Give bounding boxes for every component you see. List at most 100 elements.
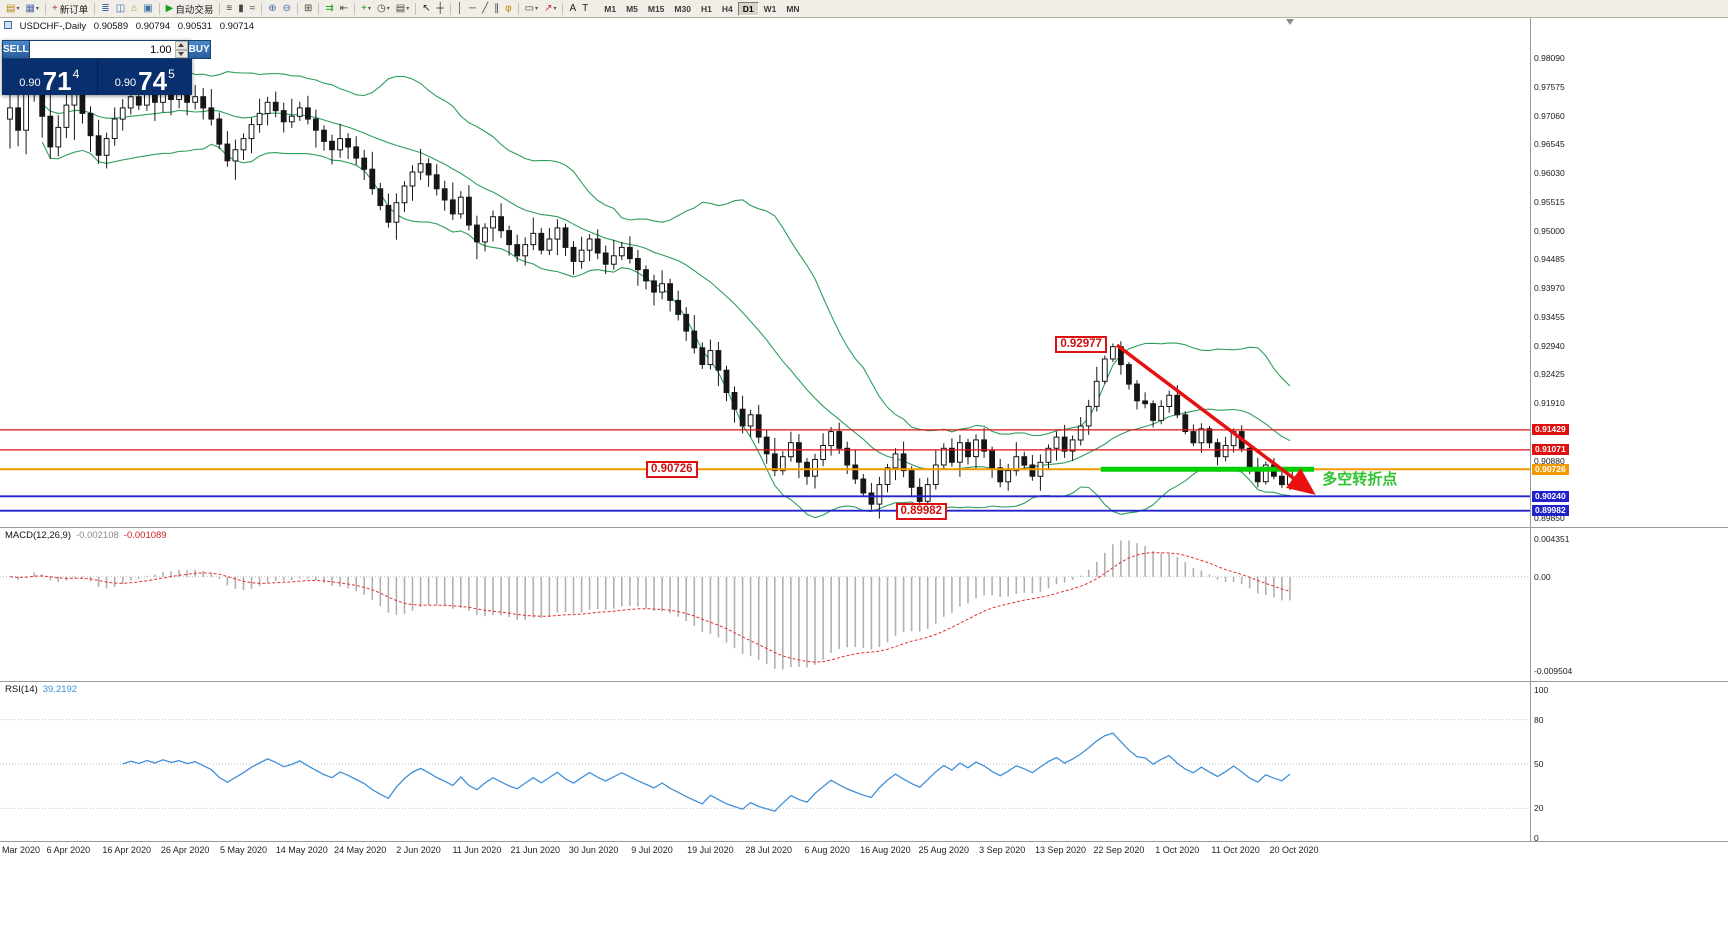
sell-button[interactable]: SELL [2,40,30,59]
tile-windows-icon[interactable]: ⊞ [301,1,315,17]
date-label[interactable]: 3 Sep 2020 [979,845,1026,855]
timeframe-d1[interactable]: D1 [737,1,759,16]
date-label[interactable]: 1 Oct 2020 [1155,845,1200,855]
volume-input[interactable] [29,41,175,58]
timeframe-w1[interactable]: W1 [759,2,782,16]
ohlc-low-value: 0.90531 [177,21,213,32]
market-watch-icon[interactable]: ≣ [98,1,112,17]
new-chart-icon-glyph: ▤ [6,2,16,14]
trendline-icon[interactable]: ╱ [479,1,491,17]
chart-shift-marker[interactable] [1286,19,1294,25]
horizontal-line-icon[interactable]: ─ [466,1,479,17]
macd-scale-zero: 0.00 [1534,571,1551,582]
shapes-icon[interactable]: ▭ ▾ [522,1,541,17]
date-label[interactable]: Mar 2020 [2,845,41,855]
bollinger-bands [41,63,1291,519]
price-callout-pivot[interactable]: 0.90726 [646,461,698,479]
rsi-value: 39.2192 [42,684,78,695]
terminal-icon[interactable]: ▣ [140,1,155,17]
new-order-button[interactable]: + 新订单 [49,1,91,17]
auto-scroll-icon[interactable]: ⇉ [322,1,336,17]
text-label-icon-glyph: T [582,2,589,14]
price-scale-label: 0.94485 [1534,254,1565,265]
date-label[interactable]: 16 Aug 2020 [860,845,911,855]
downtrend-arrow[interactable] [1115,343,1316,495]
date-label[interactable]: 25 Aug 2020 [918,845,970,855]
line-chart-icon[interactable]: ≈ [247,1,259,17]
crosshair-icon[interactable]: ┼ [434,1,447,17]
new-chart-icon[interactable]: ▤ ▾ [3,1,22,17]
price-callout-high[interactable]: 0.92977 [1055,335,1107,353]
timeframe-m5[interactable]: M5 [621,2,643,16]
macd-scale-max: 0.004351 [1534,534,1570,544]
data-window-icon-glyph: ◫ [115,2,126,14]
chart-shift-icon-glyph: ⇤ [339,2,349,14]
price-callout-low[interactable]: 0.89982 [895,502,948,520]
periods-icon[interactable]: ◷ ▾ [374,1,393,17]
zoom-out-icon[interactable]: ⊖ [280,1,294,17]
channel-icon[interactable]: ∥ [491,1,502,17]
text-label-icon[interactable]: T [579,1,591,17]
date-label[interactable]: 20 Oct 2020 [1269,845,1319,855]
vertical-line-icon[interactable]: │ [454,1,466,17]
buy-button[interactable]: BUY [187,40,211,59]
text-icon[interactable]: A [566,1,579,17]
date-label[interactable]: 24 May 2020 [334,845,387,855]
chevron-down-icon: ▾ [386,6,390,12]
date-label[interactable]: 14 May 2020 [275,845,328,855]
date-label[interactable]: 19 Jul 2020 [687,845,734,855]
trade-panel-controls: SELL BUY [2,40,211,59]
timeframe-m30[interactable]: M30 [669,2,696,16]
buy-price-pips: 74 [138,65,168,96]
date-label[interactable]: 26 Apr 2020 [160,845,210,855]
date-label[interactable]: 22 Sep 2020 [1093,845,1145,855]
date-label[interactable]: 6 Apr 2020 [46,845,91,855]
price-scale-label: 0.97575 [1534,81,1565,92]
cursor-icon[interactable]: ↖ [419,1,433,17]
sell-price-pips: 71 [42,65,72,96]
date-label[interactable]: 13 Sep 2020 [1034,845,1087,855]
resistance-line-1-tag: 0.91429 [1532,424,1569,436]
date-label[interactable]: 2 Jun 2020 [396,845,441,855]
volume-increase-button[interactable] [174,41,188,50]
macd-signal-value: -0.001089 [123,530,167,541]
date-label[interactable]: 16 Apr 2020 [102,845,151,855]
volume-decrease-button[interactable] [174,49,188,58]
date-label[interactable]: 9 Jul 2020 [631,845,673,855]
bar-chart-icon[interactable]: ≡ [223,1,235,17]
date-label[interactable]: 11 Jun 2020 [452,845,502,855]
profiles-icon[interactable]: ▦ ▾ [22,1,41,17]
timeframe-h4[interactable]: H4 [717,2,738,16]
sell-price-display[interactable]: 0.90 71 4 [2,59,97,95]
price-scale-label: 0.91910 [1534,398,1565,409]
buy-price-display[interactable]: 0.90 74 5 [97,59,192,96]
date-label[interactable]: 11 Oct 2020 [1211,845,1260,855]
indicators-icon[interactable]: + ▾ [358,1,374,17]
templates-icon[interactable]: ▤ ▾ [393,1,412,17]
date-label[interactable]: 6 Aug 2020 [804,845,850,855]
fibonacci-icon[interactable]: φ [502,1,514,17]
zoom-in-icon[interactable]: ⊕ [265,1,279,17]
price-scale-label: 0.95000 [1534,225,1565,236]
data-window-icon[interactable]: ◫ [113,1,128,17]
timeframe-mn[interactable]: MN [781,2,804,16]
candlestick-chart-icon[interactable]: ▮ [235,1,247,17]
date-label[interactable]: 28 Jul 2020 [745,845,792,855]
horizontal-line-icon-glyph: ─ [468,2,477,14]
autotrading-button[interactable]: ▶ 自动交易 [163,1,217,17]
arrows-icon[interactable]: ↗ ▾ [541,1,559,17]
bar-chart-icon-glyph: ≡ [226,2,233,14]
date-label[interactable]: 5 May 2020 [219,845,268,855]
navigator-icon[interactable]: ⌂ [128,1,140,17]
price-scale-label: 0.97060 [1534,110,1565,121]
chart-shift-icon[interactable]: ⇤ [337,1,351,17]
timeframe-h1[interactable]: H1 [696,2,717,16]
timeframe-m1[interactable]: M1 [599,2,621,16]
date-label[interactable]: 30 Jun 2020 [568,845,619,855]
timeframe-m15[interactable]: M15 [643,2,670,16]
toolbar-separator [219,2,221,15]
market-watch-icon-glyph: ≣ [101,2,110,14]
date-label[interactable]: 21 Jun 2020 [510,845,561,855]
pivot-annotation-text[interactable]: 多空转折点 [1322,470,1398,488]
